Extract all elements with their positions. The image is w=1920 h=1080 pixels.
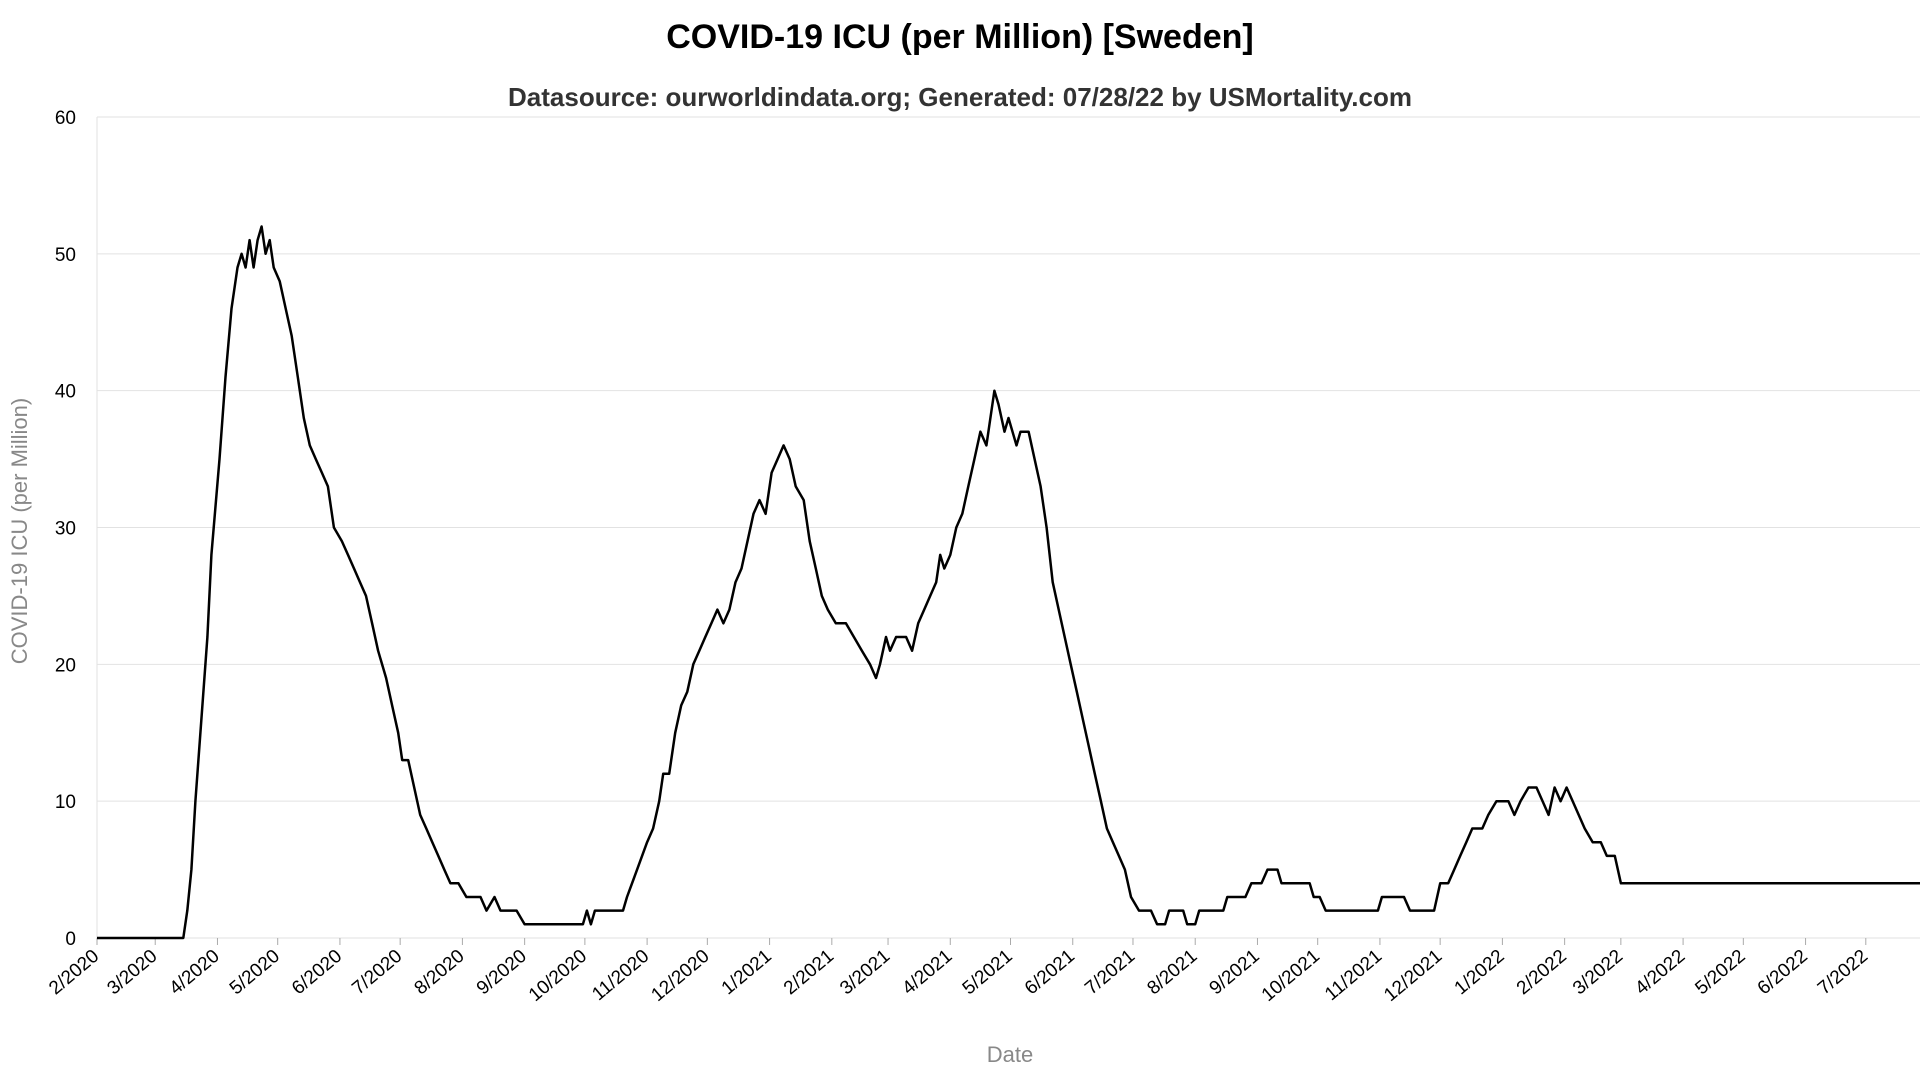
x-tick-label: 1/2021 xyxy=(718,946,776,999)
series-layer xyxy=(97,225,1920,940)
y-axis-title: COVID-19 ICU (per Million) xyxy=(7,398,32,665)
x-axis-title: Date xyxy=(987,1042,1033,1067)
x-tick-label: 11/2020 xyxy=(588,946,653,1005)
y-tick-label: 30 xyxy=(55,519,76,540)
x-tick-label: 1/2022 xyxy=(1451,946,1509,999)
x-tick-label: 6/2021 xyxy=(1021,946,1079,999)
x-tick-label: 7/2020 xyxy=(348,946,406,999)
x-tick-label: 3/2022 xyxy=(1569,946,1627,999)
y-tick-label: 50 xyxy=(55,245,76,266)
axes xyxy=(96,117,1867,945)
x-tick-label: 7/2022 xyxy=(1814,946,1872,999)
x-tick-label: 5/2021 xyxy=(959,946,1017,999)
x-tick-label: 12/2021 xyxy=(1380,946,1446,1006)
gridlines xyxy=(97,116,1920,939)
x-tick-label: 4/2021 xyxy=(898,946,956,999)
x-tick-label: 6/2022 xyxy=(1754,946,1812,999)
x-tick-label: 8/2021 xyxy=(1143,946,1201,999)
x-tick-label: 11/2021 xyxy=(1321,946,1386,1005)
x-tick-label: 6/2020 xyxy=(288,946,346,999)
x-tick-label: 2/2022 xyxy=(1513,946,1571,999)
x-tick-label: 3/2020 xyxy=(103,946,161,999)
x-tick-label: 10/2020 xyxy=(525,946,591,1006)
x-tick-label: 12/2020 xyxy=(647,946,713,1006)
icu-series-line xyxy=(97,225,1920,940)
chart-subtitle: Datasource: ourworldindata.org; Generate… xyxy=(508,82,1412,112)
x-tick-label: 2/2020 xyxy=(45,946,103,999)
x-tick-label: 5/2022 xyxy=(1692,946,1750,999)
chart-title: COVID-19 ICU (per Million) [Sweden] xyxy=(666,18,1253,56)
x-tick-label: 8/2020 xyxy=(411,946,469,999)
y-tick-labels: 0 10 20 30 40 50 60 xyxy=(55,108,76,950)
y-tick-label: 40 xyxy=(55,382,76,403)
y-tick-label: 10 xyxy=(55,792,76,813)
x-tick-label: 7/2021 xyxy=(1081,946,1139,999)
x-tick-label: 10/2021 xyxy=(1258,946,1324,1006)
y-tick-label: 20 xyxy=(55,655,76,676)
x-tick-label: 5/2020 xyxy=(226,946,284,999)
x-tick-label: 4/2022 xyxy=(1631,946,1689,999)
y-tick-label: 60 xyxy=(55,108,76,129)
y-tick-label: 0 xyxy=(65,929,76,950)
x-tick-label: 9/2020 xyxy=(473,946,531,999)
x-tick-label: 2/2021 xyxy=(780,946,838,999)
x-tick-label: 4/2020 xyxy=(166,946,224,999)
x-tick-label: 9/2021 xyxy=(1206,946,1264,999)
x-tick-label: 3/2021 xyxy=(836,946,894,999)
x-tick-labels: 2/2020 3/2020 4/2020 5/2020 6/2020 7/2020 8/20… xyxy=(45,946,1872,1006)
